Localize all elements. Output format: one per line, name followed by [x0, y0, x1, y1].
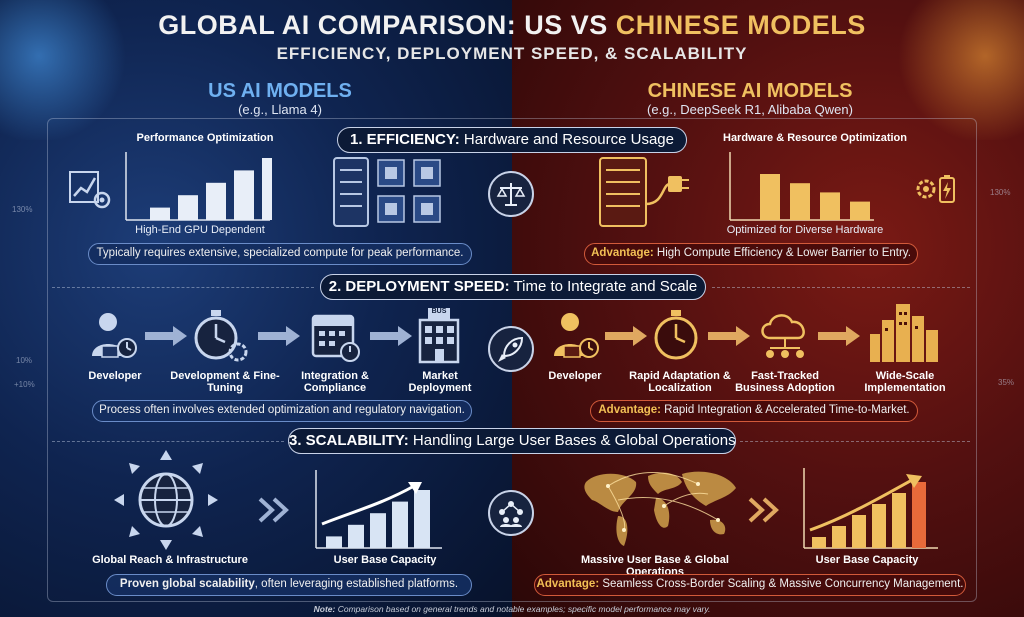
- world-network-map-icon: [584, 471, 736, 546]
- globe-arrows-icon: [114, 450, 218, 550]
- city-skyline-icon: [870, 304, 938, 362]
- building-icon: [418, 308, 460, 364]
- us-scalability-left-label: Global Reach & Infrastructure: [92, 554, 248, 566]
- chart-bar: [760, 174, 780, 220]
- chart-bar: [370, 513, 386, 548]
- page-title: Global AI Comparison: US vs Chinese Mode…: [158, 10, 866, 40]
- us-step-label: Developer: [88, 370, 142, 382]
- cn-heading: CHINESE AI MODELS: [647, 80, 853, 102]
- section-divider: [52, 287, 314, 288]
- chart-bar: [872, 504, 886, 548]
- cn-efficiency-caption: Optimized for Diverse Hardware: [726, 224, 884, 236]
- calendar-clock-icon: [311, 314, 360, 362]
- us-step-label: Development & Fine-Tuning: [170, 370, 280, 394]
- cn-scalability-note: Advantage: Seamless Cross-Border Scaling…: [534, 574, 966, 596]
- us-step-label: Integration & Compliance: [301, 370, 369, 394]
- chart-bar: [812, 537, 826, 548]
- rocket-icon: [488, 326, 534, 372]
- developer-icon: [92, 313, 137, 358]
- arrow-right-icon: [370, 326, 412, 346]
- arrow-right-icon: [605, 326, 647, 346]
- chart-bar: [348, 524, 364, 548]
- chart-bar: [414, 490, 430, 548]
- side-number: +10%: [14, 380, 35, 389]
- chart-bar: [820, 192, 840, 220]
- chart-bar: [262, 158, 272, 220]
- us-deployment-note: Process often involves extended optimiza…: [92, 400, 472, 422]
- cn-scalability-chart: [803, 468, 938, 549]
- arrow-right-icon: [258, 326, 300, 346]
- balance-scale-icon: [488, 171, 534, 217]
- cn-step-label: Wide-Scale Implementation: [864, 370, 946, 394]
- footnote: Note: Comparison based on general trends…: [313, 604, 711, 614]
- chart-bar: [178, 195, 198, 220]
- stopwatch-icon: [654, 310, 698, 360]
- server-plug-icon: [599, 157, 689, 227]
- us-efficiency-caption: High-End GPU Dependent: [135, 224, 265, 236]
- us-efficiency-chart-title: Performance Optimization: [136, 132, 274, 144]
- section-divider: [52, 441, 284, 442]
- side-number: 35%: [998, 378, 1015, 387]
- us-brain-glow: [0, 0, 130, 140]
- cloud-network-icon: [761, 314, 805, 358]
- us-scalability-chart-label: User Base Capacity: [333, 554, 437, 566]
- cn-efficiency-note: Advantage: High Compute Efficiency & Low…: [584, 243, 918, 265]
- us-scalability-note: Proven global scalability, often leverag…: [106, 574, 472, 596]
- cn-scalability-chart-label: User Base Capacity: [815, 554, 919, 566]
- chart-bar: [234, 170, 254, 220]
- us-example: (e.g., Llama 4): [238, 102, 322, 117]
- bus-label: BUS: [431, 308, 447, 315]
- cn-efficiency-chart: [729, 152, 874, 221]
- chart-bar: [850, 201, 870, 220]
- section-divider: [712, 287, 970, 288]
- cn-step-label: Developer: [548, 370, 602, 382]
- chart-bar: [150, 207, 170, 220]
- chart-bar: [852, 515, 866, 548]
- arrow-right-icon: [145, 326, 187, 346]
- cn-example: (e.g., DeepSeek R1, Alibaba Qwen): [647, 102, 853, 117]
- server-rack-icon: [333, 157, 441, 227]
- us-step-label: Market Deployment: [408, 370, 472, 394]
- section-divider: [740, 441, 970, 442]
- us-efficiency-chart: [125, 152, 272, 221]
- cn-efficiency-chart-title: Hardware & Resource Optimization: [723, 132, 907, 144]
- cn-step-label: Rapid Adaptation & Localization: [629, 370, 731, 394]
- chart-bar: [326, 536, 342, 548]
- chart-bar: [832, 526, 846, 548]
- gear-battery-icon: [916, 175, 955, 203]
- chevrons-right-icon: [748, 497, 779, 523]
- us-heading: US AI MODELS: [208, 80, 352, 102]
- chart-bar: [392, 501, 408, 548]
- comparison-panel: [47, 118, 977, 602]
- cn-brain-glow: [894, 0, 1024, 140]
- arrow-right-icon: [708, 326, 750, 346]
- page-subtitle: Efficiency, Deployment Speed, & Scalabil…: [276, 44, 748, 63]
- chart-bar: [912, 482, 926, 548]
- stopwatch-gear-icon: [194, 310, 248, 362]
- us-scalability-chart: [315, 470, 442, 549]
- chevrons-right-icon: [258, 497, 289, 523]
- side-number: 130%: [12, 205, 33, 214]
- chart-bar: [790, 183, 810, 220]
- cn-step-label: Fast-Tracked Business Adoption: [735, 370, 835, 394]
- section-efficiency-title: 1. EFFICIENCY: Hardware and Resource Usa…: [337, 127, 687, 153]
- section-deployment-title: 2. DEPLOYMENT SPEED: Time to Integrate a…: [320, 274, 706, 300]
- side-number: 10%: [16, 356, 33, 365]
- side-number: 130%: [990, 188, 1011, 197]
- chart-bar: [206, 182, 226, 220]
- developer-icon: [554, 313, 599, 358]
- cn-deployment-note: Advantage: Rapid Integration & Accelerat…: [590, 400, 918, 422]
- chart-growth-icon: [69, 171, 111, 209]
- network-people-icon: [488, 490, 534, 536]
- section-scalability-title: 3. SCALABILITY: Handling Large User Base…: [288, 428, 736, 454]
- chart-bar: [892, 493, 906, 548]
- us-efficiency-note: Typically requires extensive, specialize…: [88, 243, 472, 265]
- arrow-right-icon: [818, 326, 860, 346]
